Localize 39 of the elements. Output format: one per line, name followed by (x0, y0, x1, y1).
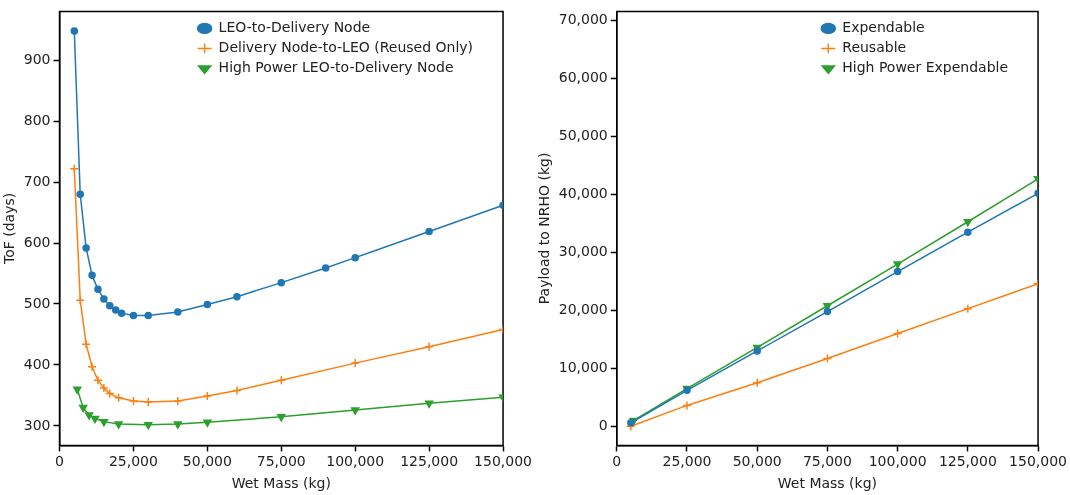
x-tick-label: 100,000 (868, 453, 927, 470)
x-tick-label: 125,000 (400, 453, 459, 470)
y-tick-label: 0 (598, 416, 608, 433)
x-axis-title: Wet Mass (kg) (777, 475, 878, 492)
y-tick-label: 70,000 (558, 11, 608, 28)
y-tick-label: 40,000 (558, 185, 608, 202)
legend-label: LEO-to-Delivery Node (218, 19, 371, 36)
y-axis-title: ToF (days) (1, 192, 18, 266)
legend-label: High Power LEO-to-Delivery Node (218, 59, 454, 76)
y-tick-label: 20,000 (558, 301, 608, 318)
y-tick-label: 60,000 (558, 69, 608, 86)
x-tick-label: 75,000 (256, 453, 306, 470)
x-tick-label: 0 (55, 453, 64, 470)
x-tick-label: 50,000 (732, 453, 782, 470)
y-tick-label: 300 (23, 416, 51, 433)
x-tick-label: 125,000 (938, 453, 997, 470)
y-tick-label: 10,000 (558, 358, 608, 375)
legend-label: Expendable (842, 19, 925, 36)
y-tick-label: 500 (23, 294, 51, 311)
y-tick-label: 30,000 (558, 243, 608, 260)
y-tick-label: 800 (23, 111, 51, 128)
legend-label: Delivery Node-to-LEO (Reused Only) (218, 39, 474, 56)
y-tick-label: 700 (23, 172, 51, 189)
legend-label: High Power Expendable (842, 59, 1009, 76)
y-tick-label: 600 (23, 233, 51, 250)
y-tick-label: 400 (23, 355, 51, 372)
legend-label: Reusable (842, 39, 907, 56)
x-tick-label: 150,000 (1009, 453, 1068, 470)
y-tick-label: 900 (23, 50, 51, 67)
x-tick-label: 150,000 (474, 453, 533, 470)
x-tick-label: 100,000 (326, 453, 385, 470)
x-tick-label: 25,000 (662, 453, 712, 470)
x-tick-label: 75,000 (802, 453, 852, 470)
x-axis-title: Wet Mass (kg) (231, 475, 331, 492)
y-axis-title: Payload to NRHO (kg) (536, 152, 553, 305)
y-tick-label: 50,000 (558, 127, 608, 144)
x-tick-label: 25,000 (108, 453, 158, 470)
x-tick-label: 0 (612, 453, 622, 470)
x-tick-label: 50,000 (182, 453, 232, 470)
